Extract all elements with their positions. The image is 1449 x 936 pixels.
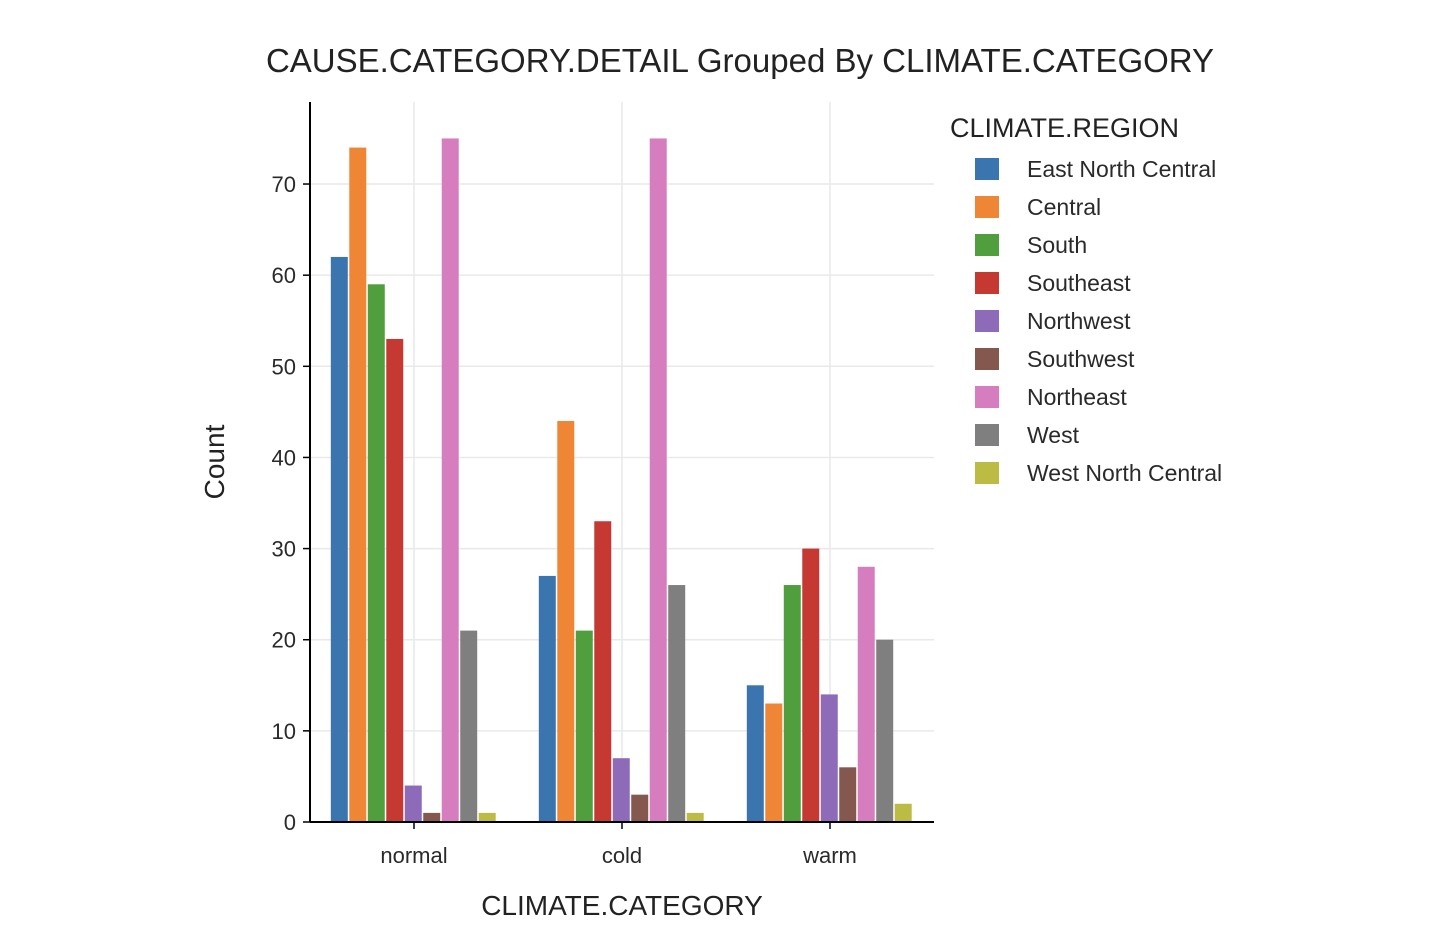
bar bbox=[876, 639, 894, 822]
legend-title: CLIMATE.REGION bbox=[950, 113, 1179, 143]
legend-swatch[interactable] bbox=[975, 310, 999, 332]
x-axis-title: CLIMATE.CATEGORY bbox=[481, 890, 763, 921]
bar bbox=[746, 685, 764, 822]
legend-swatch[interactable] bbox=[975, 196, 999, 218]
y-tick-label: 50 bbox=[272, 354, 296, 379]
y-tick-label: 0 bbox=[284, 810, 296, 835]
bar bbox=[783, 585, 801, 822]
y-tick-label: 20 bbox=[272, 628, 296, 653]
bar bbox=[612, 758, 630, 822]
legend-item-label[interactable]: South bbox=[1027, 232, 1087, 258]
bar bbox=[538, 575, 556, 822]
bar bbox=[668, 585, 686, 822]
legend-item-label[interactable]: Southwest bbox=[1027, 346, 1135, 372]
bar bbox=[802, 548, 820, 822]
bar bbox=[686, 812, 704, 822]
y-tick-label: 40 bbox=[272, 445, 296, 470]
bar bbox=[330, 256, 348, 822]
bar bbox=[857, 566, 875, 822]
legend-item-label[interactable]: Northwest bbox=[1027, 308, 1131, 334]
bar bbox=[386, 338, 404, 822]
legend-swatch[interactable] bbox=[975, 158, 999, 180]
legend-item-label[interactable]: Central bbox=[1027, 194, 1101, 220]
bar bbox=[649, 138, 667, 823]
bars bbox=[330, 138, 912, 823]
legend-swatch[interactable] bbox=[975, 424, 999, 446]
y-tick-label: 60 bbox=[272, 263, 296, 288]
legend-item-label[interactable]: West North Central bbox=[1027, 460, 1222, 486]
legend-item-label[interactable]: East North Central bbox=[1027, 156, 1216, 182]
bar bbox=[894, 803, 912, 822]
chart-title: CAUSE.CATEGORY.DETAIL Grouped By CLIMATE… bbox=[266, 42, 1214, 79]
bar bbox=[631, 794, 649, 822]
legend[interactable]: CLIMATE.REGION East North Central Central… bbox=[950, 113, 1222, 486]
y-tick-label: 10 bbox=[272, 719, 296, 744]
x-tick-label: normal bbox=[380, 843, 447, 868]
legend-swatch[interactable] bbox=[975, 234, 999, 256]
legend-item-label[interactable]: West bbox=[1027, 422, 1080, 448]
bar bbox=[349, 147, 367, 822]
bar bbox=[441, 138, 459, 823]
bar bbox=[367, 284, 385, 823]
x-tick-label: warm bbox=[802, 843, 857, 868]
y-tick-label: 70 bbox=[272, 172, 296, 197]
legend-item-label[interactable]: Southeast bbox=[1027, 270, 1131, 296]
legend-item-label[interactable]: Northeast bbox=[1027, 384, 1127, 410]
bar bbox=[423, 812, 441, 822]
gridlines bbox=[310, 102, 934, 822]
bar bbox=[594, 521, 612, 822]
bar bbox=[765, 703, 783, 822]
bar bbox=[478, 812, 496, 822]
legend-swatch[interactable] bbox=[975, 348, 999, 370]
legend-swatch[interactable] bbox=[975, 386, 999, 408]
bar bbox=[460, 630, 478, 822]
bar bbox=[575, 630, 593, 822]
bar bbox=[557, 420, 575, 822]
legend-swatch[interactable] bbox=[975, 462, 999, 484]
y-axis-title: Count bbox=[199, 424, 230, 499]
legend-swatch[interactable] bbox=[975, 272, 999, 294]
bar bbox=[839, 767, 857, 822]
bar bbox=[404, 785, 422, 822]
y-tick-label: 30 bbox=[272, 537, 296, 562]
x-tick-label: cold bbox=[602, 843, 642, 868]
axes: 0 10 20 30 40 50 60 70 normal cold warm bbox=[272, 102, 934, 868]
bar bbox=[820, 694, 838, 822]
